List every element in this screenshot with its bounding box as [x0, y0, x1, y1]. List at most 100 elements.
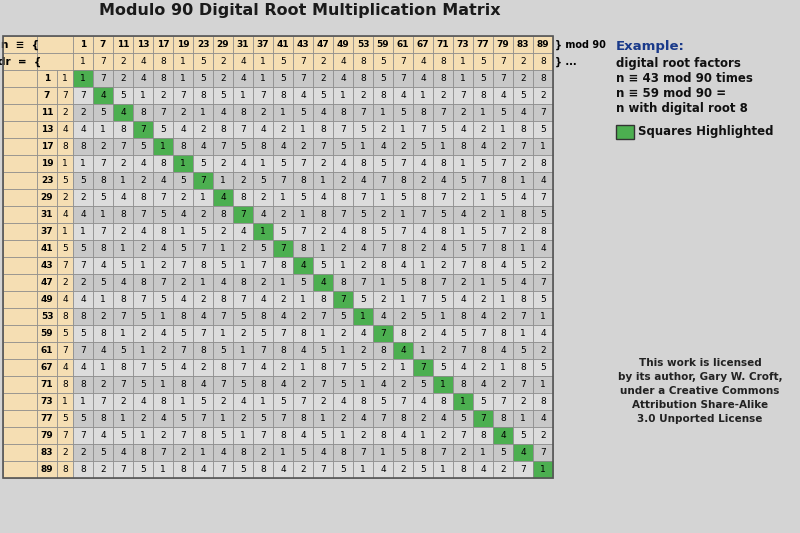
- Text: 5: 5: [460, 244, 466, 253]
- Text: 7: 7: [160, 278, 166, 287]
- Bar: [616, 125, 634, 139]
- Text: 8: 8: [460, 142, 466, 151]
- Text: 37: 37: [41, 227, 54, 236]
- Bar: [453, 342, 473, 359]
- Bar: [373, 155, 393, 172]
- Text: 5: 5: [200, 159, 206, 168]
- Bar: [533, 121, 553, 138]
- Text: n with digital root 8: n with digital root 8: [616, 102, 748, 115]
- Text: 4: 4: [480, 465, 486, 474]
- Bar: [513, 308, 533, 325]
- Bar: [37, 87, 57, 104]
- Text: 7: 7: [80, 346, 86, 355]
- Text: 4: 4: [380, 380, 386, 389]
- Bar: [57, 223, 73, 240]
- Bar: [93, 291, 113, 308]
- Bar: [353, 121, 373, 138]
- Bar: [93, 427, 113, 444]
- Bar: [153, 393, 173, 410]
- Bar: [333, 189, 353, 206]
- Text: 2: 2: [440, 91, 446, 100]
- Text: 8: 8: [440, 159, 446, 168]
- Bar: [173, 155, 193, 172]
- Bar: [153, 240, 173, 257]
- Bar: [213, 461, 233, 478]
- Bar: [353, 325, 373, 342]
- Text: 4: 4: [140, 227, 146, 236]
- Text: 2: 2: [540, 431, 546, 440]
- Text: 1: 1: [120, 329, 126, 338]
- Text: 8: 8: [300, 414, 306, 423]
- Text: 4: 4: [62, 125, 68, 134]
- Bar: [3, 104, 37, 121]
- Bar: [353, 240, 373, 257]
- Text: 73: 73: [457, 40, 470, 49]
- Bar: [233, 189, 253, 206]
- Text: 4: 4: [380, 142, 386, 151]
- Text: 4: 4: [80, 295, 86, 304]
- Text: 4: 4: [280, 380, 286, 389]
- Bar: [113, 274, 133, 291]
- Text: 7: 7: [380, 414, 386, 423]
- Text: 2: 2: [160, 346, 166, 355]
- Bar: [213, 274, 233, 291]
- Bar: [333, 427, 353, 444]
- Text: 8: 8: [400, 176, 406, 185]
- Text: 4: 4: [420, 227, 426, 236]
- Bar: [353, 461, 373, 478]
- Bar: [37, 240, 57, 257]
- Bar: [333, 87, 353, 104]
- Bar: [37, 376, 57, 393]
- Text: 7: 7: [540, 278, 546, 287]
- Bar: [473, 121, 493, 138]
- Bar: [313, 274, 333, 291]
- Bar: [57, 410, 73, 427]
- Text: 2: 2: [62, 448, 68, 457]
- Text: 7: 7: [180, 91, 186, 100]
- Text: 2: 2: [80, 448, 86, 457]
- Bar: [513, 427, 533, 444]
- Text: 2: 2: [540, 91, 546, 100]
- Text: 5: 5: [260, 329, 266, 338]
- Bar: [153, 308, 173, 325]
- Text: 8: 8: [160, 397, 166, 406]
- Text: 1: 1: [500, 210, 506, 219]
- Text: 2: 2: [300, 142, 306, 151]
- Bar: [433, 359, 453, 376]
- Text: 2: 2: [240, 244, 246, 253]
- Text: 1: 1: [500, 363, 506, 372]
- Text: 7: 7: [520, 465, 526, 474]
- Bar: [373, 87, 393, 104]
- Bar: [173, 257, 193, 274]
- Text: 53: 53: [41, 312, 54, 321]
- Text: 4: 4: [240, 227, 246, 236]
- Text: 7: 7: [180, 261, 186, 270]
- Text: 43: 43: [297, 40, 310, 49]
- Bar: [393, 104, 413, 121]
- Bar: [37, 461, 57, 478]
- Text: 7: 7: [240, 363, 246, 372]
- Text: 1: 1: [360, 312, 366, 321]
- Bar: [453, 461, 473, 478]
- Text: 67: 67: [41, 363, 54, 372]
- Bar: [93, 87, 113, 104]
- Text: 2: 2: [520, 159, 526, 168]
- Text: 2: 2: [280, 363, 286, 372]
- Bar: [253, 121, 273, 138]
- Bar: [273, 427, 293, 444]
- Text: 4: 4: [420, 159, 426, 168]
- Text: 2: 2: [400, 312, 406, 321]
- Text: 4: 4: [100, 261, 106, 270]
- Bar: [233, 274, 253, 291]
- Bar: [133, 36, 153, 53]
- Text: 8: 8: [200, 91, 206, 100]
- Bar: [273, 461, 293, 478]
- Bar: [393, 393, 413, 410]
- Text: 1: 1: [400, 125, 406, 134]
- Text: 7: 7: [320, 142, 326, 151]
- Text: 7: 7: [480, 329, 486, 338]
- Bar: [193, 104, 213, 121]
- Text: 8: 8: [180, 142, 186, 151]
- Bar: [333, 70, 353, 87]
- Bar: [213, 240, 233, 257]
